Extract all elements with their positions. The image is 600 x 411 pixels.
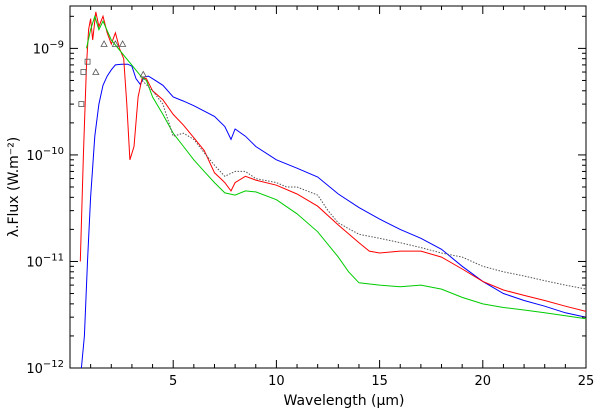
y-tick-label: 10−11 (26, 252, 64, 270)
triangle-marker-3 (111, 40, 120, 47)
marker-layer (78, 40, 147, 107)
square-marker-1 (78, 101, 85, 107)
tick-layer: 5 10 15 20 25 10−12 10−11 10−10 10−9 (26, 6, 594, 389)
y-axis-label: λ.Flux (W.m⁻²) (6, 137, 22, 238)
triangle-marker-1 (92, 68, 100, 75)
series-line-2 (79, 11, 587, 312)
square-marker-2 (80, 69, 87, 75)
triangle-marker-2 (100, 40, 108, 47)
y-tick-label: 10−12 (26, 359, 64, 377)
triangle-marker-5 (139, 70, 147, 78)
x-tick-label: 5 (169, 374, 177, 389)
triangle-marker-4 (118, 40, 127, 47)
series-layer (79, 11, 587, 369)
x-tick-label: 10 (268, 374, 285, 389)
series-line-1 (80, 63, 587, 369)
series-line-3 (86, 14, 587, 320)
x-tick-label: 20 (475, 374, 492, 389)
x-axis-label: Wavelength (μm) (284, 393, 405, 409)
x-tick-label: 15 (371, 374, 388, 389)
square-marker-3 (84, 58, 91, 65)
series-line-4 (141, 80, 587, 290)
y-tick-label: 10−10 (26, 146, 64, 164)
plot-area-frame (69, 5, 587, 369)
x-tick-label: 25 (578, 374, 595, 389)
y-tick-label: 10−9 (33, 39, 64, 57)
